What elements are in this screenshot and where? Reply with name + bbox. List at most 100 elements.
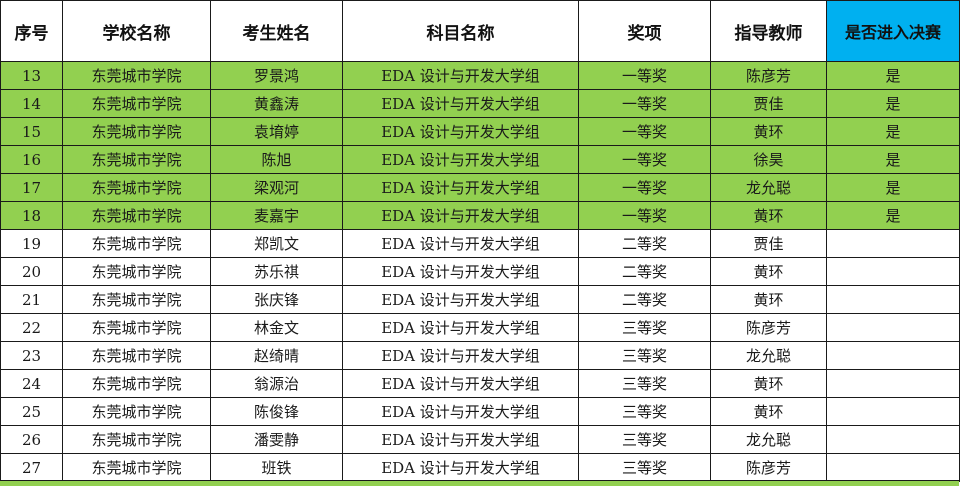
award: 三等奖: [578, 341, 711, 370]
row-index: 25: [0, 397, 63, 426]
table-row: 25 东莞城市学院 陈俊锋 EDA 设计与开发大学组 三等奖 黄环: [0, 397, 960, 426]
student-name: 林金文: [210, 313, 343, 342]
final-status: 是: [826, 173, 960, 202]
final-status: [826, 425, 960, 454]
teacher-name: 陈彦芳: [710, 313, 827, 342]
table-row: 14 东莞城市学院 黄鑫涛 EDA 设计与开发大学组 一等奖 贾佳是: [0, 89, 960, 118]
school-name: 东莞城市学院: [62, 257, 211, 286]
award: 一等奖: [578, 89, 711, 118]
subject-name: EDA 设计与开发大学组: [342, 313, 579, 342]
final-status: 是: [826, 89, 960, 118]
teacher-name: 龙允聪: [710, 173, 827, 202]
header-subject: 科目名称: [342, 0, 579, 62]
header-school: 学校名称: [62, 0, 211, 62]
award: 一等奖: [578, 145, 711, 174]
student-name: 郑凯文: [210, 229, 343, 258]
teacher-name: 陈彦芳: [710, 61, 827, 90]
school-name: 东莞城市学院: [62, 341, 211, 370]
award: 二等奖: [578, 229, 711, 258]
teacher-name: 贾佳: [710, 229, 827, 258]
final-status: [826, 313, 960, 342]
final-status: [826, 453, 960, 482]
table-row: 26 东莞城市学院 潘雯静 EDA 设计与开发大学组 三等奖 龙允聪: [0, 425, 960, 454]
teacher-name: 龙允聪: [710, 341, 827, 370]
subject-name: EDA 设计与开发大学组: [342, 117, 579, 146]
subject-name: EDA 设计与开发大学组: [342, 369, 579, 398]
subject-name: EDA 设计与开发大学组: [342, 453, 579, 482]
header-index: 序号: [0, 0, 63, 62]
award: 三等奖: [578, 453, 711, 482]
student-name: 麦嘉宇: [210, 201, 343, 230]
subject-name: EDA 设计与开发大学组: [342, 173, 579, 202]
teacher-name: 陈彦芳: [710, 453, 827, 482]
school-name: 东莞城市学院: [62, 397, 211, 426]
subject-name: EDA 设计与开发大学组: [342, 229, 579, 258]
school-name: 东莞城市学院: [62, 61, 211, 90]
school-name: 东莞城市学院: [62, 201, 211, 230]
final-status: 是: [826, 201, 960, 230]
table-row: 17 东莞城市学院 梁观河 EDA 设计与开发大学组 一等奖 龙允聪是: [0, 173, 960, 202]
subject-name: EDA 设计与开发大学组: [342, 425, 579, 454]
table-row: 23 东莞城市学院 赵绮晴 EDA 设计与开发大学组 三等奖 龙允聪: [0, 341, 960, 370]
student-name: 翁源治: [210, 369, 343, 398]
final-status: [826, 229, 960, 258]
final-status: [826, 285, 960, 314]
school-name: 东莞城市学院: [62, 425, 211, 454]
table-body: 13 东莞城市学院 罗景鸿 EDA 设计与开发大学组 一等奖 陈彦芳是 14 东莞城市学院 黄鑫…: [0, 61, 960, 482]
row-index: 14: [0, 89, 63, 118]
student-name: 张庆锋: [210, 285, 343, 314]
teacher-name: 贾佳: [710, 89, 827, 118]
student-name: 苏乐祺: [210, 257, 343, 286]
school-name: 东莞城市学院: [62, 229, 211, 258]
award: 二等奖: [578, 257, 711, 286]
row-index: 24: [0, 369, 63, 398]
final-status: [826, 257, 960, 286]
teacher-name: 徐昊: [710, 145, 827, 174]
award: 三等奖: [578, 313, 711, 342]
table-row: 13 东莞城市学院 罗景鸿 EDA 设计与开发大学组 一等奖 陈彦芳是: [0, 61, 960, 90]
school-name: 东莞城市学院: [62, 145, 211, 174]
header-final: 是否进入决赛: [826, 0, 960, 62]
table-row: 19 东莞城市学院 郑凯文 EDA 设计与开发大学组 二等奖 贾佳: [0, 229, 960, 258]
final-status: [826, 369, 960, 398]
student-name: 梁观河: [210, 173, 343, 202]
row-index: 18: [0, 201, 63, 230]
header-row: 序号 学校名称 考生姓名 科目名称 奖项 指导教师 是否进入决赛: [0, 0, 960, 62]
next-row-edge: [0, 480, 959, 486]
row-index: 13: [0, 61, 63, 90]
school-name: 东莞城市学院: [62, 173, 211, 202]
teacher-name: 黄环: [710, 369, 827, 398]
student-name: 班铁: [210, 453, 343, 482]
subject-name: EDA 设计与开发大学组: [342, 89, 579, 118]
header-teacher: 指导教师: [710, 0, 827, 62]
award: 一等奖: [578, 117, 711, 146]
award: 三等奖: [578, 369, 711, 398]
row-index: 15: [0, 117, 63, 146]
student-name: 陈旭: [210, 145, 343, 174]
student-name: 潘雯静: [210, 425, 343, 454]
award: 一等奖: [578, 61, 711, 90]
row-index: 26: [0, 425, 63, 454]
table-row: 27 东莞城市学院 班铁 EDA 设计与开发大学组 三等奖 陈彦芳: [0, 453, 960, 482]
student-name: 袁堉婷: [210, 117, 343, 146]
row-index: 16: [0, 145, 63, 174]
row-index: 20: [0, 257, 63, 286]
final-status: 是: [826, 117, 960, 146]
subject-name: EDA 设计与开发大学组: [342, 341, 579, 370]
student-name: 赵绮晴: [210, 341, 343, 370]
award: 二等奖: [578, 285, 711, 314]
subject-name: EDA 设计与开发大学组: [342, 257, 579, 286]
award: 一等奖: [578, 173, 711, 202]
school-name: 东莞城市学院: [62, 89, 211, 118]
teacher-name: 黄环: [710, 285, 827, 314]
table-row: 18 东莞城市学院 麦嘉宇 EDA 设计与开发大学组 一等奖 黄环是: [0, 201, 960, 230]
teacher-name: 黄环: [710, 117, 827, 146]
final-status: 是: [826, 61, 960, 90]
subject-name: EDA 设计与开发大学组: [342, 201, 579, 230]
final-status: [826, 397, 960, 426]
table-row: 21 东莞城市学院 张庆锋 EDA 设计与开发大学组 二等奖 黄环: [0, 285, 960, 314]
row-index: 17: [0, 173, 63, 202]
row-index: 22: [0, 313, 63, 342]
header-student: 考生姓名: [210, 0, 343, 62]
